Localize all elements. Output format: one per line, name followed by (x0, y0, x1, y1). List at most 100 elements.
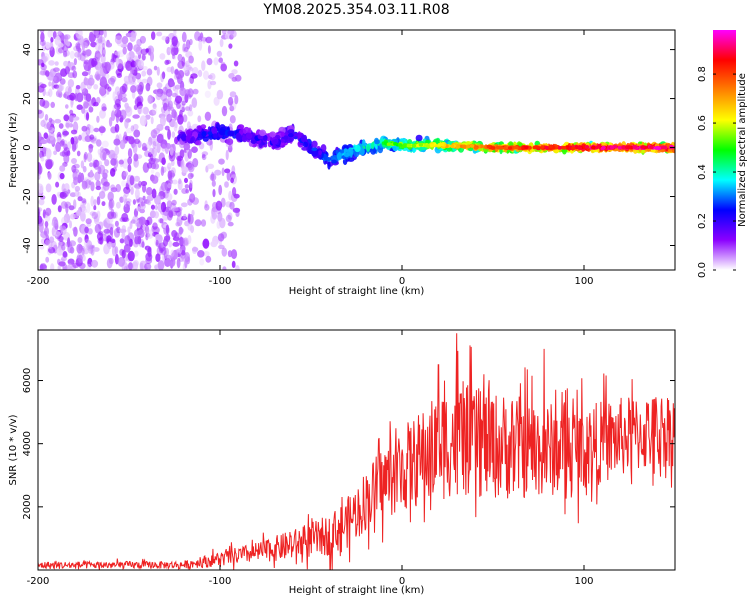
noise-cell (142, 195, 146, 201)
noise-cell (167, 183, 172, 189)
noise-cell (134, 188, 140, 200)
noise-cell (142, 106, 149, 115)
noise-cell (63, 60, 69, 67)
noise-cell (191, 97, 198, 108)
noise-cell (154, 265, 158, 270)
noise-cell (220, 63, 227, 72)
noise-cell (218, 184, 223, 196)
colorbar-tick-label: 0.8 (697, 66, 708, 82)
top-y-axis-label: Frequency (Hz) (8, 112, 19, 188)
noise-cell (65, 104, 69, 109)
noise-cell (72, 70, 78, 79)
ridge-cell (370, 147, 377, 155)
noise-cell (218, 57, 223, 63)
noise-cell (83, 101, 90, 109)
noise-cell (202, 238, 210, 249)
noise-cell (229, 201, 235, 210)
noise-cell (194, 219, 202, 227)
noise-cell (94, 73, 102, 80)
noise-cell (170, 47, 177, 57)
noise-cell (102, 172, 108, 179)
noise-cell (209, 73, 216, 81)
noise-cell (205, 36, 213, 44)
noise-cell (191, 146, 198, 153)
noise-cell (151, 147, 158, 158)
noise-cell (104, 61, 111, 72)
ridge-core-cell (514, 145, 519, 150)
colorbar-tick-label: 0.2 (697, 213, 708, 229)
noise-cell (217, 211, 223, 222)
noise-cell (211, 171, 215, 181)
noise-cell (87, 98, 93, 107)
noise-cell (48, 131, 55, 141)
noise-cell (150, 153, 154, 161)
noise-cell (101, 201, 106, 207)
noise-cell (62, 251, 68, 258)
noise-cell (83, 151, 88, 160)
noise-cell (142, 224, 146, 232)
noise-cell (136, 206, 141, 212)
noise-cell (95, 38, 103, 45)
noise-cell (76, 104, 83, 110)
noise-cell (62, 50, 68, 58)
ridge-cell (288, 133, 294, 138)
noise-cell (77, 172, 83, 183)
ridge-cell (186, 129, 191, 136)
noise-cell (84, 238, 91, 249)
noise-cell (174, 121, 178, 129)
noise-cell (77, 51, 82, 61)
noise-cell (40, 157, 45, 162)
noise-cell (201, 60, 206, 71)
noise-cell (121, 212, 129, 222)
noise-cell (132, 114, 140, 119)
ridge-cell (273, 139, 278, 144)
noise-cell (134, 229, 138, 237)
noise-cell (134, 138, 140, 145)
noise-cell (210, 80, 217, 86)
top-y-tick-label: 20 (22, 92, 33, 105)
ridge-cell (354, 144, 361, 153)
noise-cell (88, 143, 93, 153)
noise-cell (100, 53, 106, 64)
ridge-cell (227, 130, 234, 137)
noise-cell (192, 88, 199, 95)
noise-cell (127, 226, 131, 234)
noise-cell (95, 30, 99, 38)
noise-cell (45, 256, 50, 263)
noise-cell (59, 140, 65, 147)
noise-cell (41, 62, 45, 68)
noise-cell (183, 47, 189, 52)
noise-cell (192, 67, 199, 76)
noise-cell (97, 33, 103, 44)
noise-cell (81, 50, 87, 56)
noise-cell (118, 159, 124, 165)
noise-cell (165, 254, 172, 260)
noise-cell (101, 140, 109, 148)
noise-cell (185, 60, 190, 68)
noise-cell (230, 249, 238, 260)
noise-cell (58, 261, 66, 267)
noise-cell (176, 248, 183, 254)
noise-cell (40, 119, 46, 128)
noise-cell (188, 55, 194, 64)
noise-cell (98, 126, 106, 134)
noise-cell (231, 69, 238, 75)
noise-cell (177, 206, 183, 212)
noise-cell (161, 71, 166, 80)
noise-cell (103, 228, 111, 234)
noise-cell (145, 233, 149, 241)
noise-cell (127, 148, 133, 159)
noise-cell (88, 125, 94, 134)
noise-cell (162, 86, 168, 95)
noise-cell (53, 219, 59, 229)
noise-cell (130, 186, 134, 195)
noise-cell (71, 158, 77, 164)
noise-cell (227, 144, 233, 153)
noise-cell (142, 184, 147, 193)
ridge-core-cell (486, 144, 491, 149)
noise-cell (67, 141, 72, 150)
noise-cell (96, 139, 102, 147)
noise-cell (88, 180, 92, 186)
ridge-cell (246, 132, 253, 139)
noise-cell (114, 86, 121, 96)
